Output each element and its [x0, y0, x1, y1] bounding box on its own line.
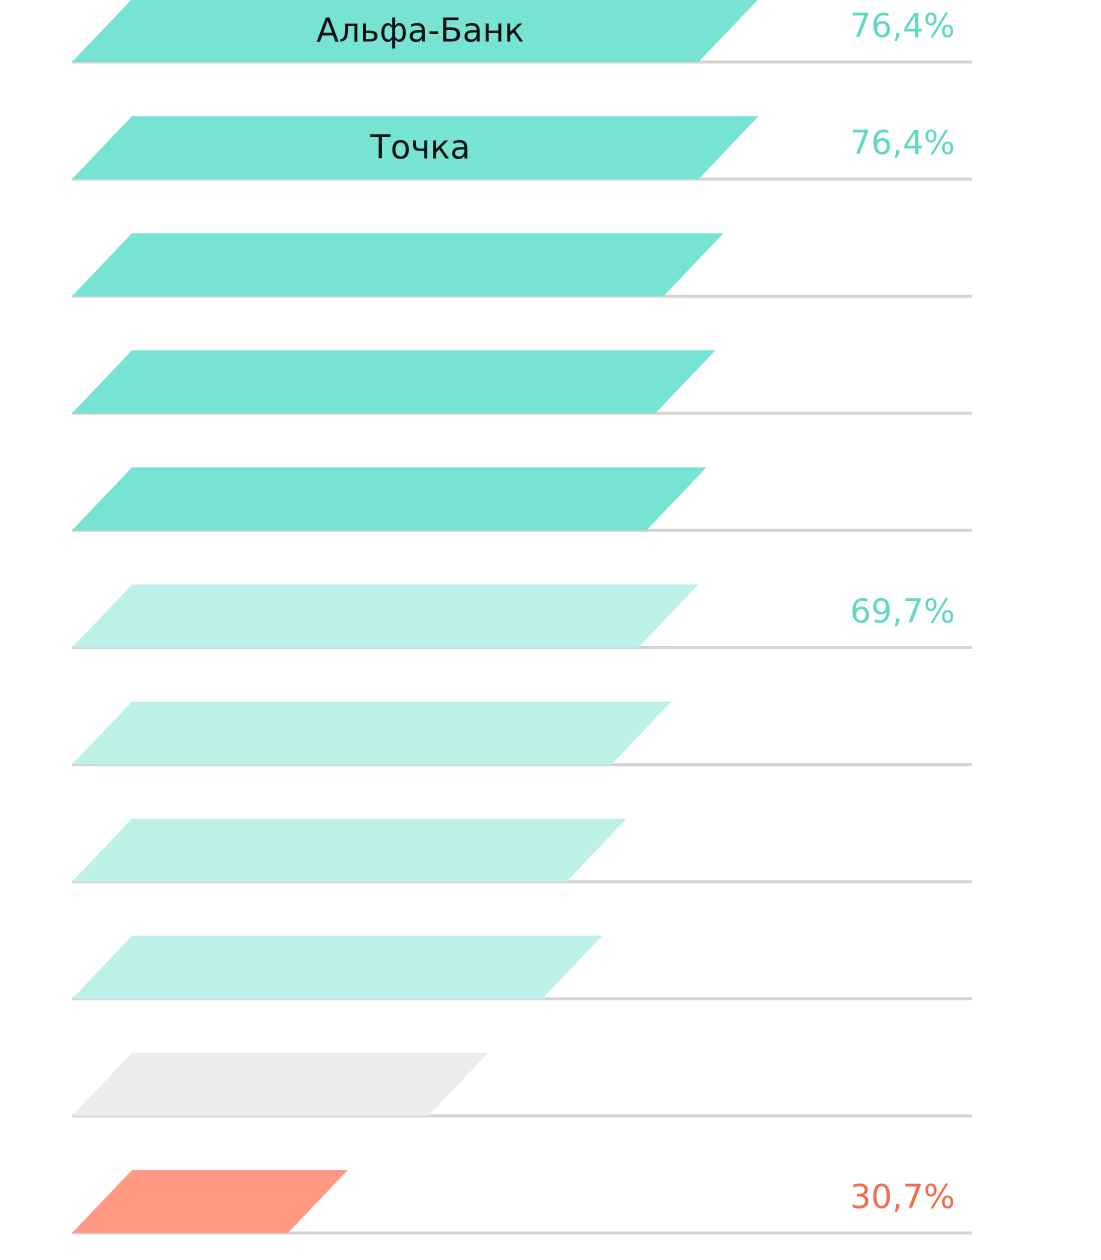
bar — [72, 233, 724, 297]
bar — [72, 467, 707, 531]
bar — [72, 116, 759, 180]
bar — [72, 818, 627, 882]
bar — [72, 935, 603, 999]
data-label: 76,4% — [850, 6, 955, 45]
data-label: 69,7% — [850, 592, 955, 631]
bar — [72, 0, 758, 62]
bar-label: Точка — [369, 128, 470, 167]
data-label: 30,7% — [850, 1177, 955, 1216]
bar — [72, 701, 672, 765]
bar — [72, 1052, 489, 1116]
bar-label: Альфа-Банк — [316, 11, 524, 50]
data-label: 76,4% — [850, 123, 955, 162]
bar — [72, 584, 699, 648]
bar — [72, 350, 716, 414]
bar — [72, 1170, 348, 1233]
